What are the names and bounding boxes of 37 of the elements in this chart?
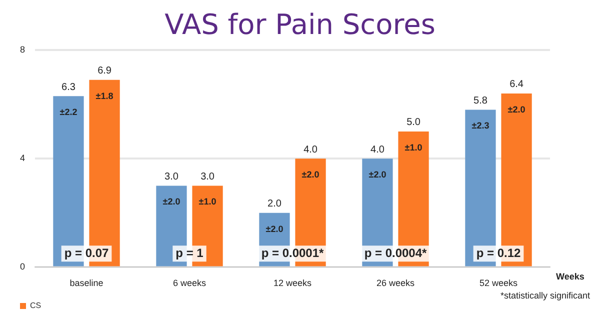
text: *statistically significant [500,290,590,300]
x-tick-label: 12 weeks [273,278,312,288]
annotation: p = 0.12 [476,246,521,260]
annotation: ±2.0 [508,104,526,114]
x-axis-title: Weeks [556,272,584,282]
annotation: p = 0.07 [64,246,110,260]
annotation: p = 0.0001* [261,246,324,260]
annotation: ±1.8 [96,90,114,101]
annotation: p = 0.0004* [364,246,428,260]
annotation: ±2.0 [368,170,386,180]
x-tick-label: 26 weeks [376,278,416,288]
chart-title: VAS for Pain Scores [164,8,436,41]
data-label: 4.0 [370,144,385,156]
annotation: ±2.2 [60,107,78,118]
data-label: 4.0 [304,144,318,156]
y-tick-label: 0 [20,262,26,272]
x-tick-label: baseline [70,278,104,288]
data-label: 5.8 [474,95,488,106]
annotation: ±1.0 [198,196,216,207]
data-label: 6.4 [510,79,524,90]
data-label: 6.3 [62,82,76,93]
annotation: ±2.3 [472,120,490,131]
data-label: 3.0 [164,172,179,182]
data-label: 6.9 [98,66,112,77]
x-tick-label: 6 weeks [172,278,207,288]
data-label: 2.0 [268,198,282,210]
annotation: p = 1 [176,246,204,260]
y-tick-label: 8 [20,44,26,54]
y-tick-label: 4 [20,153,26,164]
annotation: ±1.0 [404,142,422,152]
legend-label: CS [30,301,42,310]
annotation: ±2.0 [302,170,320,180]
data-label: 5.0 [406,117,421,128]
data-label: 3.0 [200,172,215,182]
x-tick-label: 52 weeks [479,278,518,288]
annotation: ±2.0 [266,224,284,234]
annotation: ±2.0 [162,196,180,207]
